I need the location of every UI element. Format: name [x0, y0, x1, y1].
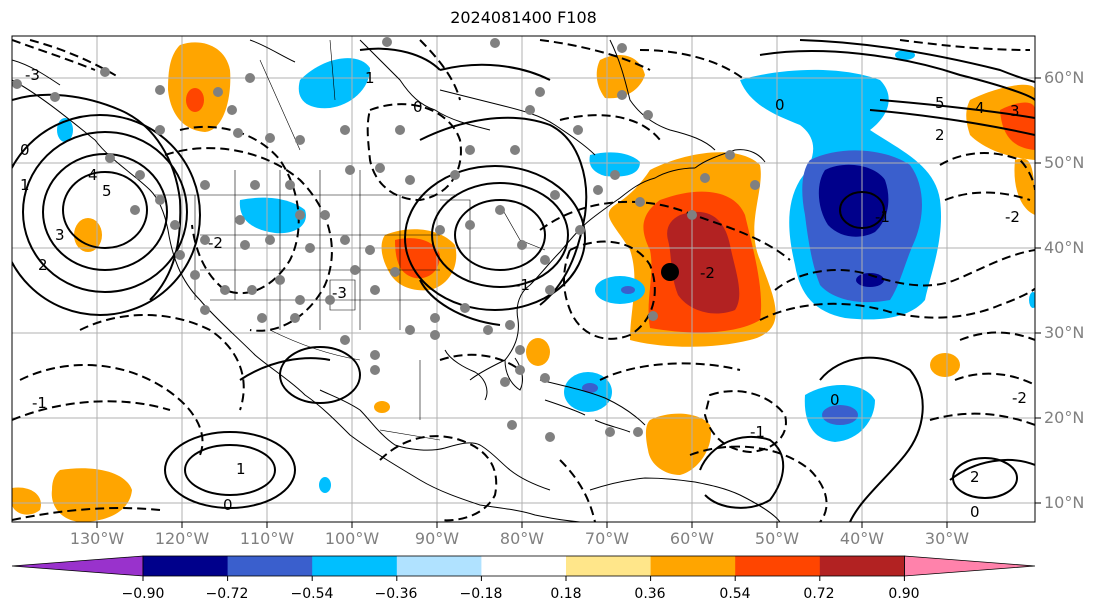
colorbar-tick-label: 0.36 — [634, 586, 666, 602]
storm-position-marker — [661, 263, 679, 281]
contour-label: -2 — [1005, 208, 1020, 226]
contour-label: 4 — [88, 166, 98, 184]
colorbar-tick-label: 0.72 — [803, 586, 835, 602]
contour-label: 4 — [975, 99, 985, 117]
colorbar-tick-label: −0.36 — [374, 586, 418, 602]
lat-label: 10°N — [1044, 493, 1085, 512]
contour-label: 1 — [20, 176, 30, 194]
contour-label: -2 — [208, 234, 223, 252]
colorbar-swatch — [566, 556, 652, 576]
contour-label: -1 — [875, 208, 890, 226]
lon-label: 30°W — [924, 529, 970, 548]
contour-label: -2 — [700, 264, 715, 282]
colorbar-extend-low — [11, 555, 144, 577]
contour-label: 3 — [55, 226, 65, 244]
contour-label-group: 5 4 3 2 1 0 -1 -2 -3 5 4 3 2 0 -1 -2 -1 … — [20, 66, 1027, 521]
lon-label: 120°W — [154, 529, 210, 548]
map-ticks — [96, 77, 1041, 528]
contour-label: -2 — [1012, 389, 1027, 407]
lon-label: 50°W — [754, 529, 800, 548]
contour-label: 1 — [236, 460, 246, 478]
contour-label: -1 — [750, 423, 765, 441]
contour-label: 2 — [38, 256, 48, 274]
lon-label: 80°W — [499, 529, 545, 548]
colorbar-swatch — [227, 556, 313, 576]
coastlines — [12, 39, 781, 522]
contour-label: -1 — [515, 276, 530, 294]
colorbar-swatch — [312, 556, 398, 576]
station-markers — [12, 37, 760, 442]
lon-label: 130°W — [69, 529, 125, 548]
lat-label: 30°N — [1044, 323, 1085, 342]
lon-label: 40°W — [839, 529, 885, 548]
contour-label: 1 — [365, 69, 375, 87]
colorbar — [11, 555, 1036, 581]
lon-label: 70°W — [584, 529, 630, 548]
lat-label: 50°N — [1044, 153, 1085, 172]
contour-label: 2 — [935, 126, 945, 144]
lon-label: 110°W — [239, 529, 295, 548]
colorbar-swatch — [396, 556, 482, 576]
colorbar-tick-label: 0.18 — [550, 586, 582, 602]
positive-contours — [12, 39, 1035, 522]
colorbar-tick-label: −0.72 — [205, 586, 249, 602]
negative-shading — [57, 50, 1035, 493]
colorbar-tick-label: 0.54 — [719, 586, 751, 602]
political-borders — [155, 39, 546, 441]
colorbar-extend-high — [904, 555, 1036, 577]
negative-contours — [12, 39, 1035, 522]
contour-label: 2 — [970, 468, 980, 486]
contour-label: -1 — [32, 394, 47, 412]
contour-label: 0 — [413, 98, 423, 116]
contour-label: 0 — [775, 96, 785, 114]
colorbar-tick-label: −0.54 — [290, 586, 334, 602]
contour-label: 3 — [1010, 102, 1020, 120]
contour-label: -3 — [25, 66, 40, 84]
map-frame — [11, 35, 1036, 523]
colorbar-swatch — [481, 556, 567, 576]
contour-label: 5 — [102, 182, 112, 200]
colorbar-tick-label: −0.90 — [121, 586, 165, 602]
graticule — [12, 36, 1035, 522]
contour-label: 5 — [935, 94, 945, 112]
contour-label: -3 — [332, 284, 347, 302]
colorbar-tick-label: 0.90 — [888, 586, 920, 602]
contour-label: 0 — [830, 391, 840, 409]
contour-label: 0 — [970, 503, 980, 521]
lat-label: 20°N — [1044, 408, 1085, 427]
colorbar-swatch — [143, 556, 229, 576]
contour-label: 0 — [20, 141, 30, 159]
colorbar-outline — [142, 555, 905, 577]
lon-label: 100°W — [324, 529, 380, 548]
colorbar-tick-label: −0.18 — [459, 586, 503, 602]
contour-label: 0 — [223, 496, 233, 514]
lon-label: 60°W — [669, 529, 715, 548]
colorbar-swatch — [650, 556, 736, 576]
colorbar-swatch — [735, 556, 821, 576]
lat-label: 60°N — [1044, 68, 1085, 87]
lat-label: 40°N — [1044, 238, 1085, 257]
map-title: 2024081400 F108 — [450, 8, 597, 27]
colorbar-swatch — [819, 556, 905, 576]
lon-label: 90°W — [414, 529, 460, 548]
